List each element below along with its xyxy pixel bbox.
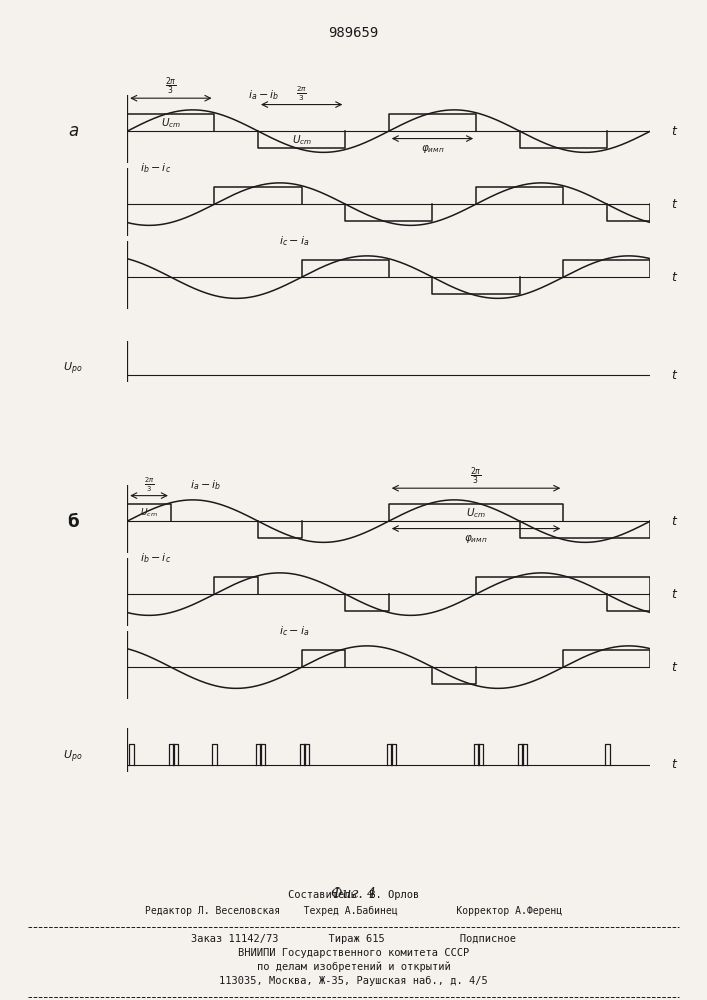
Text: $\bf{б}$: $\bf{б}$ xyxy=(66,512,80,531)
Text: $t$: $t$ xyxy=(672,758,679,771)
Text: $t$: $t$ xyxy=(672,515,679,528)
Text: $\frac{2\pi}{3}$: $\frac{2\pi}{3}$ xyxy=(296,85,308,104)
Text: $U_{ро}$: $U_{ро}$ xyxy=(64,749,83,765)
Text: $t$: $t$ xyxy=(672,271,679,284)
Text: Фиг. 4: Фиг. 4 xyxy=(331,887,376,901)
Text: $\varphi_{имп}$: $\varphi_{имп}$ xyxy=(421,143,444,155)
Text: $i_c - i_a$: $i_c - i_a$ xyxy=(279,625,310,638)
Text: $i_b - i_c$: $i_b - i_c$ xyxy=(140,162,171,175)
Text: Составитель  В. Орлов: Составитель В. Орлов xyxy=(288,890,419,900)
Text: Редактор Л. Веселовская    Техред А.Бабинец          Корректор А.Ференц: Редактор Л. Веселовская Техред А.Бабинец… xyxy=(145,906,562,916)
Text: Заказ 11142/73        Тираж 615            Подписное: Заказ 11142/73 Тираж 615 Подписное xyxy=(191,934,516,944)
Text: $\varphi_{имп}$: $\varphi_{имп}$ xyxy=(464,533,488,545)
Text: $\frac{2\pi}{3}$: $\frac{2\pi}{3}$ xyxy=(470,465,482,487)
Text: $\frac{2\pi}{3}$: $\frac{2\pi}{3}$ xyxy=(165,75,177,97)
Text: $t$: $t$ xyxy=(672,588,679,601)
Text: ВНИИПИ Государственного комитета СССР: ВНИИПИ Государственного комитета СССР xyxy=(238,948,469,958)
Text: $t$: $t$ xyxy=(672,369,679,382)
Text: $U_{cm}$: $U_{cm}$ xyxy=(291,133,312,147)
Text: $\frac{2\pi}{3}$: $\frac{2\pi}{3}$ xyxy=(144,476,154,494)
Text: $U_{cm}$: $U_{cm}$ xyxy=(140,506,158,519)
Text: 113035, Москва, Ж-35, Раушская наб., д. 4/5: 113035, Москва, Ж-35, Раушская наб., д. … xyxy=(219,976,488,986)
Text: $i_a - i_b$: $i_a - i_b$ xyxy=(189,479,221,492)
Text: $U_{cm}$: $U_{cm}$ xyxy=(466,506,486,520)
Text: $t$: $t$ xyxy=(672,125,679,138)
Text: $t$: $t$ xyxy=(672,661,679,674)
Text: $i_c - i_a$: $i_c - i_a$ xyxy=(279,235,310,248)
Text: по делам изобретений и открытий: по делам изобретений и открытий xyxy=(257,962,450,972)
Text: $i_b - i_c$: $i_b - i_c$ xyxy=(140,552,171,565)
Text: $t$: $t$ xyxy=(672,198,679,211)
Text: $U_{cm}$: $U_{cm}$ xyxy=(160,116,181,130)
Text: 989659: 989659 xyxy=(328,26,379,40)
Text: $i_a - i_b$: $i_a - i_b$ xyxy=(248,89,279,102)
Text: $a$: $a$ xyxy=(68,123,78,140)
Text: $U_{ро}$: $U_{ро}$ xyxy=(64,360,83,377)
